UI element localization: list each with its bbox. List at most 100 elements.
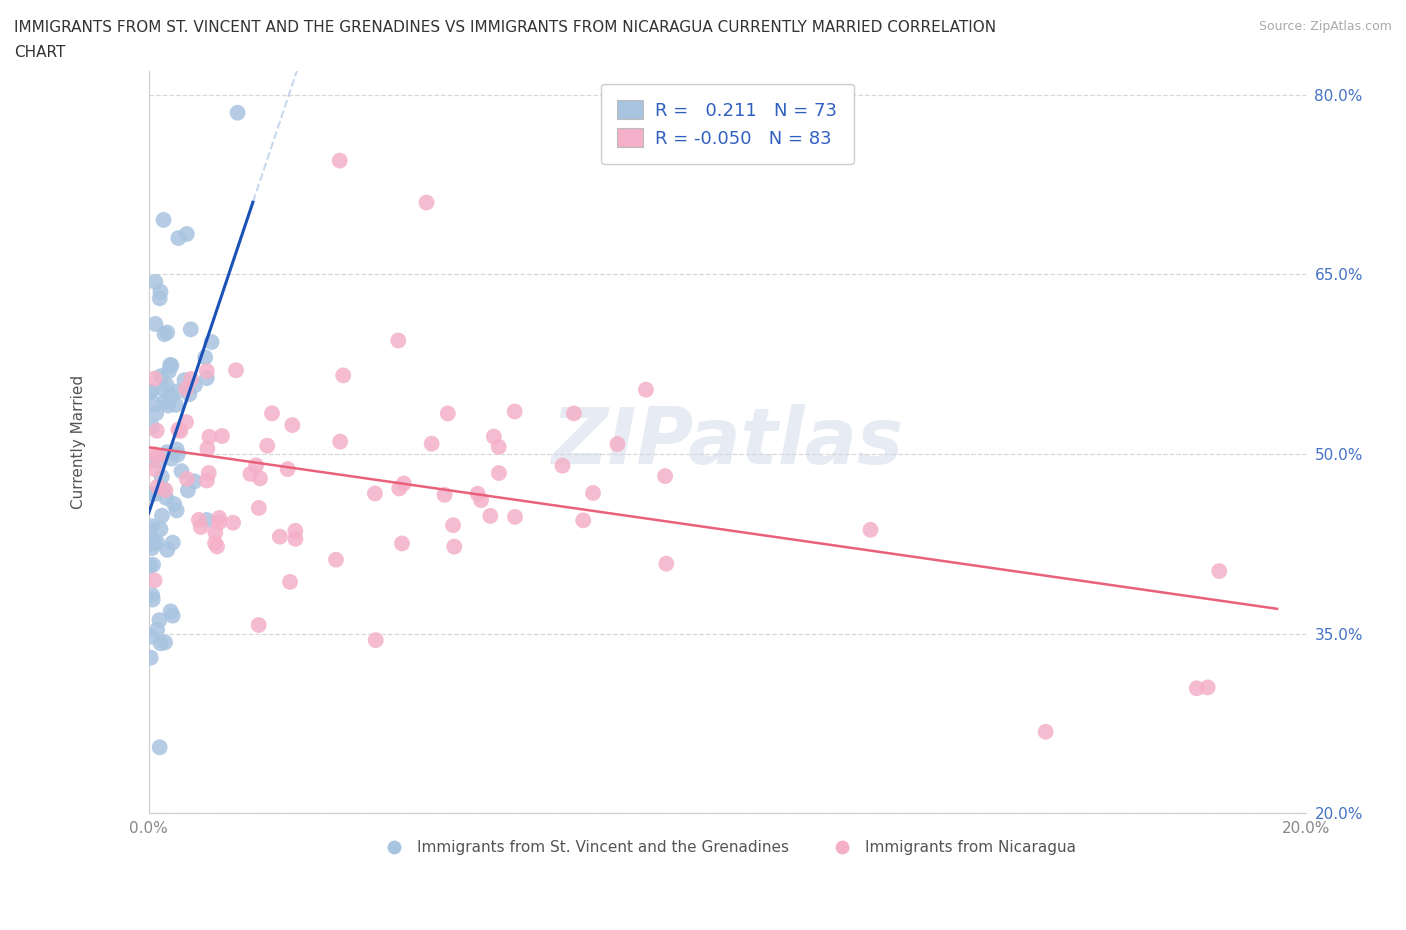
Point bbox=[145, 486, 167, 501]
Point bbox=[160, 358, 183, 373]
Point bbox=[153, 326, 176, 341]
Point bbox=[195, 371, 218, 386]
Point bbox=[141, 519, 163, 534]
Point bbox=[247, 500, 270, 515]
Point bbox=[139, 385, 162, 400]
Point bbox=[503, 404, 526, 418]
Point bbox=[155, 378, 177, 392]
Point bbox=[146, 479, 169, 494]
Point bbox=[208, 511, 231, 525]
Point bbox=[482, 429, 505, 444]
Point bbox=[142, 592, 165, 607]
Point bbox=[141, 383, 163, 398]
Point bbox=[156, 542, 179, 557]
Point bbox=[387, 333, 409, 348]
Point bbox=[139, 523, 162, 538]
Point bbox=[167, 422, 190, 437]
Point bbox=[150, 509, 173, 524]
Point bbox=[245, 458, 267, 472]
Point bbox=[433, 487, 456, 502]
Point bbox=[180, 322, 202, 337]
Point bbox=[169, 423, 191, 438]
Point bbox=[166, 442, 188, 457]
Point bbox=[1208, 564, 1230, 578]
Point bbox=[162, 608, 184, 623]
Point bbox=[155, 490, 177, 505]
Text: Source: ZipAtlas.com: Source: ZipAtlas.com bbox=[1258, 20, 1392, 33]
Point bbox=[176, 472, 198, 486]
Point bbox=[562, 406, 585, 421]
Point bbox=[141, 419, 163, 434]
Point bbox=[146, 622, 169, 637]
Point bbox=[152, 381, 174, 396]
Point bbox=[149, 285, 172, 299]
Point bbox=[204, 525, 226, 540]
Point bbox=[222, 515, 245, 530]
Point bbox=[572, 513, 595, 528]
Point bbox=[1035, 724, 1057, 739]
Point bbox=[200, 335, 222, 350]
Point bbox=[190, 520, 212, 535]
Point bbox=[148, 613, 170, 628]
Point bbox=[195, 364, 218, 379]
Point bbox=[204, 536, 226, 551]
Point bbox=[173, 373, 195, 388]
Point bbox=[195, 512, 218, 527]
Point bbox=[388, 481, 411, 496]
Point bbox=[176, 227, 198, 242]
Text: ZIPatlas: ZIPatlas bbox=[551, 404, 904, 480]
Point bbox=[162, 535, 184, 550]
Point bbox=[146, 423, 169, 438]
Point bbox=[332, 368, 354, 383]
Point bbox=[364, 486, 387, 501]
Point bbox=[163, 497, 186, 512]
Point bbox=[208, 515, 231, 530]
Point bbox=[329, 153, 352, 168]
Point bbox=[634, 382, 657, 397]
Point bbox=[325, 552, 347, 567]
Point bbox=[467, 486, 489, 501]
Point bbox=[443, 539, 465, 554]
Point bbox=[211, 429, 233, 444]
Point bbox=[655, 556, 678, 571]
Point bbox=[143, 371, 166, 386]
Legend: Immigrants from St. Vincent and the Grenadines, Immigrants from Nicaragua: Immigrants from St. Vincent and the Gren… bbox=[373, 834, 1083, 861]
Point bbox=[329, 434, 352, 449]
Point bbox=[165, 397, 187, 412]
Point bbox=[278, 575, 301, 590]
Point bbox=[284, 531, 307, 546]
Point bbox=[859, 523, 882, 538]
Point bbox=[582, 485, 605, 500]
Point bbox=[139, 650, 162, 665]
Point bbox=[195, 441, 218, 456]
Point bbox=[174, 381, 197, 396]
Point bbox=[139, 454, 162, 469]
Point bbox=[152, 482, 174, 497]
Point bbox=[488, 439, 510, 454]
Point bbox=[239, 467, 262, 482]
Point bbox=[1197, 680, 1219, 695]
Point bbox=[415, 195, 437, 210]
Point bbox=[155, 483, 177, 498]
Point bbox=[143, 446, 166, 461]
Point bbox=[149, 522, 172, 537]
Point bbox=[148, 454, 170, 469]
Point bbox=[488, 466, 510, 481]
Point bbox=[420, 436, 443, 451]
Point bbox=[392, 476, 415, 491]
Point bbox=[142, 557, 165, 572]
Point bbox=[364, 632, 387, 647]
Point bbox=[153, 394, 176, 409]
Point bbox=[143, 274, 166, 289]
Point bbox=[166, 447, 188, 462]
Point bbox=[249, 471, 271, 485]
Point bbox=[179, 387, 201, 402]
Point bbox=[174, 415, 197, 430]
Point bbox=[141, 540, 163, 555]
Point bbox=[143, 573, 166, 588]
Point bbox=[654, 469, 676, 484]
Point bbox=[166, 503, 188, 518]
Point bbox=[277, 461, 299, 476]
Point bbox=[141, 588, 163, 603]
Point bbox=[183, 474, 205, 489]
